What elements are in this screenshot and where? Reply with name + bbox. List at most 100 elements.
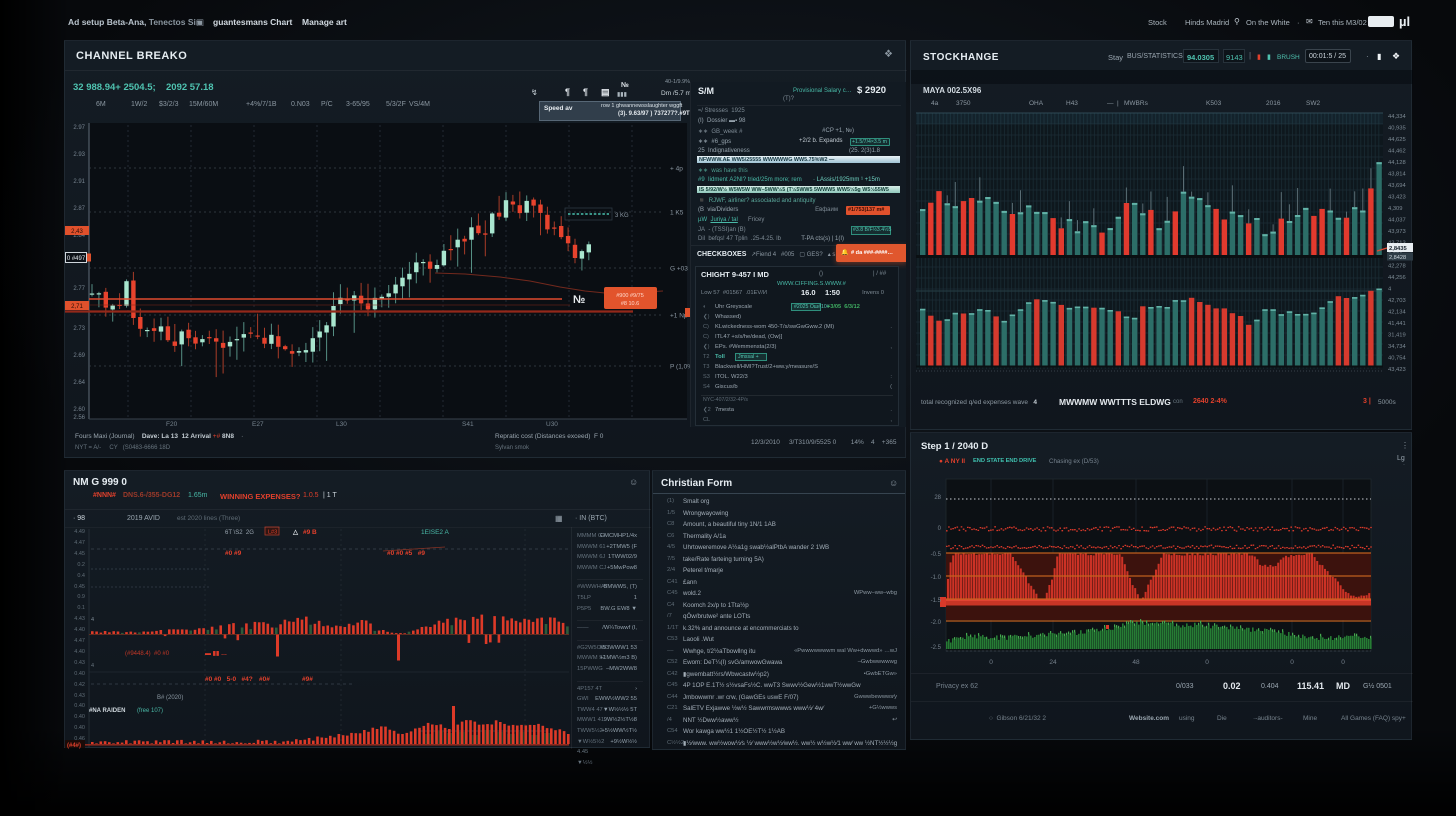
svg-text:42,134: 42,134: [1388, 310, 1407, 316]
svg-text:0.42: 0.42: [74, 682, 85, 688]
svg-text:40,935: 40,935: [1388, 126, 1406, 132]
svg-text:(#4#): (#4#): [67, 743, 81, 749]
svg-text:2.87: 2.87: [73, 206, 85, 212]
svg-text:+ 4p: + 4p: [670, 166, 683, 173]
svg-text:(free 107): (free 107): [137, 708, 163, 714]
svg-text:△: △: [292, 529, 299, 536]
svg-text:4.40: 4.40: [74, 649, 85, 655]
svg-text:P (1,0%): P (1,0%): [670, 364, 695, 371]
svg-text:43,973: 43,973: [1388, 229, 1406, 235]
svg-text:#0 #0 #5 #9: #0 #0 #5 #9: [387, 550, 425, 557]
svg-text:4.49: 4.49: [74, 529, 85, 535]
svg-text:0: 0: [1290, 659, 1294, 666]
svg-text:2.64: 2.64: [73, 380, 85, 386]
svg-text:#NA RAIDEN: #NA RAIDEN: [89, 708, 125, 714]
svg-text:44,334: 44,334: [1388, 114, 1407, 120]
svg-text:-1.0: -1.0: [931, 575, 942, 581]
svg-text:S41: S41: [462, 421, 474, 428]
svg-text:0.43: 0.43: [74, 693, 85, 699]
svg-text:▬ ▮▮ …: ▬ ▮▮ …: [205, 651, 227, 657]
svg-text:3 KG: 3 KG: [615, 213, 629, 219]
svg-text:0.1: 0.1: [77, 605, 85, 611]
svg-text:42,703: 42,703: [1388, 298, 1406, 304]
svg-text:4.47: 4.47: [74, 540, 85, 546]
svg-text:0.43: 0.43: [74, 660, 85, 666]
svg-text:2,8435: 2,8435: [1389, 246, 1408, 252]
svg-text:4: 4: [91, 663, 94, 669]
svg-text:2.56: 2.56: [73, 415, 85, 421]
svg-text:0.2: 0.2: [77, 562, 85, 568]
svg-text:43,814: 43,814: [1388, 172, 1407, 178]
svg-text:0.45: 0.45: [74, 584, 85, 590]
svg-text:0.46: 0.46: [74, 736, 85, 742]
svg-text:41,441: 41,441: [1388, 321, 1406, 327]
svg-text:0.40: 0.40: [74, 703, 85, 709]
svg-text:-1.5: -1.5: [931, 598, 942, 604]
svg-text:44,625: 44,625: [1388, 137, 1406, 143]
svg-text:44,462: 44,462: [1388, 149, 1406, 155]
svg-text:L#3: L#3: [268, 530, 277, 536]
svg-text:0.4: 0.4: [77, 573, 85, 579]
svg-text:1 K5: 1 K5: [670, 210, 684, 217]
svg-text:0 #497: 0 #497: [67, 256, 86, 262]
svg-text:4: 4: [1388, 287, 1392, 293]
svg-text:34,734: 34,734: [1388, 344, 1407, 350]
svg-text:-0.5: -0.5: [931, 552, 942, 558]
svg-text:2.84: 2.84: [73, 233, 85, 239]
svg-text:43,694: 43,694: [1388, 183, 1407, 189]
svg-text:42,278: 42,278: [1388, 264, 1406, 270]
svg-text:#8 10.6: #8 10.6: [621, 301, 639, 307]
svg-text:U30: U30: [546, 421, 558, 428]
svg-text:G +03: G +03: [670, 266, 688, 273]
svg-text:4.47: 4.47: [74, 638, 85, 644]
svg-text:0: 0: [938, 526, 942, 532]
svg-text:(#9448.4) #0 #0: (#9448.4) #0 #0: [125, 651, 170, 657]
svg-text:-2.0: -2.0: [931, 620, 942, 626]
svg-text:-2.5: -2.5: [931, 645, 942, 651]
svg-text:E27: E27: [252, 421, 264, 428]
svg-text:44,256: 44,256: [1388, 275, 1406, 281]
svg-text:2.91: 2.91: [73, 179, 85, 185]
svg-text:2.73: 2.73: [73, 326, 85, 332]
svg-text:2.93: 2.93: [73, 152, 85, 158]
svg-text:2,8428: 2,8428: [1389, 255, 1406, 261]
svg-text:#0 #0 5-0 #4?: #0 #0 5-0 #4?: [205, 676, 253, 683]
svg-text:31,419: 31,419: [1388, 333, 1406, 339]
svg-text:6T \S2 2G: 6T \S2 2G: [225, 530, 254, 536]
svg-text:2,43: 2,43: [71, 229, 83, 235]
svg-text:28: 28: [934, 495, 941, 501]
svg-text:#0#: #0#: [259, 676, 270, 683]
svg-text:40,754: 40,754: [1388, 356, 1407, 362]
svg-text:4.40: 4.40: [74, 627, 85, 633]
svg-text:4.43: 4.43: [74, 616, 85, 622]
svg-text:24: 24: [1049, 659, 1057, 666]
svg-text:#0 #9: #0 #9: [225, 550, 242, 557]
svg-text:#9 B: #9 B: [303, 529, 317, 536]
svg-text:#9#: #9#: [302, 676, 313, 683]
svg-text:1EISE2 A: 1EISE2 A: [421, 529, 449, 536]
svg-text:48: 48: [1132, 659, 1140, 666]
svg-text:2.77: 2.77: [73, 286, 85, 292]
svg-text:L30: L30: [336, 421, 347, 428]
svg-text:0: 0: [989, 659, 993, 666]
svg-text:№: №: [573, 294, 585, 306]
svg-text:#900 #9/75: #900 #9/75: [616, 293, 644, 299]
svg-text:44,128: 44,128: [1388, 160, 1406, 166]
svg-text:0.40: 0.40: [74, 671, 85, 677]
svg-text:2,71: 2,71: [71, 304, 83, 310]
svg-text:4,309: 4,309: [1388, 206, 1403, 212]
svg-text:44,037: 44,037: [1388, 218, 1406, 224]
svg-text:0.40: 0.40: [74, 725, 85, 731]
svg-text:43,423: 43,423: [1388, 367, 1406, 373]
svg-text:4: 4: [91, 617, 94, 623]
svg-text:4.45: 4.45: [74, 551, 85, 557]
svg-text:0.40: 0.40: [74, 714, 85, 720]
svg-text:2.97: 2.97: [73, 125, 85, 131]
svg-text:F20: F20: [166, 421, 178, 428]
svg-text:0: 0: [1205, 659, 1209, 666]
svg-text:0.9: 0.9: [77, 594, 85, 600]
svg-text:+1 Np: +1 Np: [670, 313, 688, 320]
svg-text:43,423: 43,423: [1388, 195, 1406, 201]
svg-text:B# (2020): B# (2020): [157, 695, 183, 701]
svg-text:2.69: 2.69: [73, 353, 85, 359]
